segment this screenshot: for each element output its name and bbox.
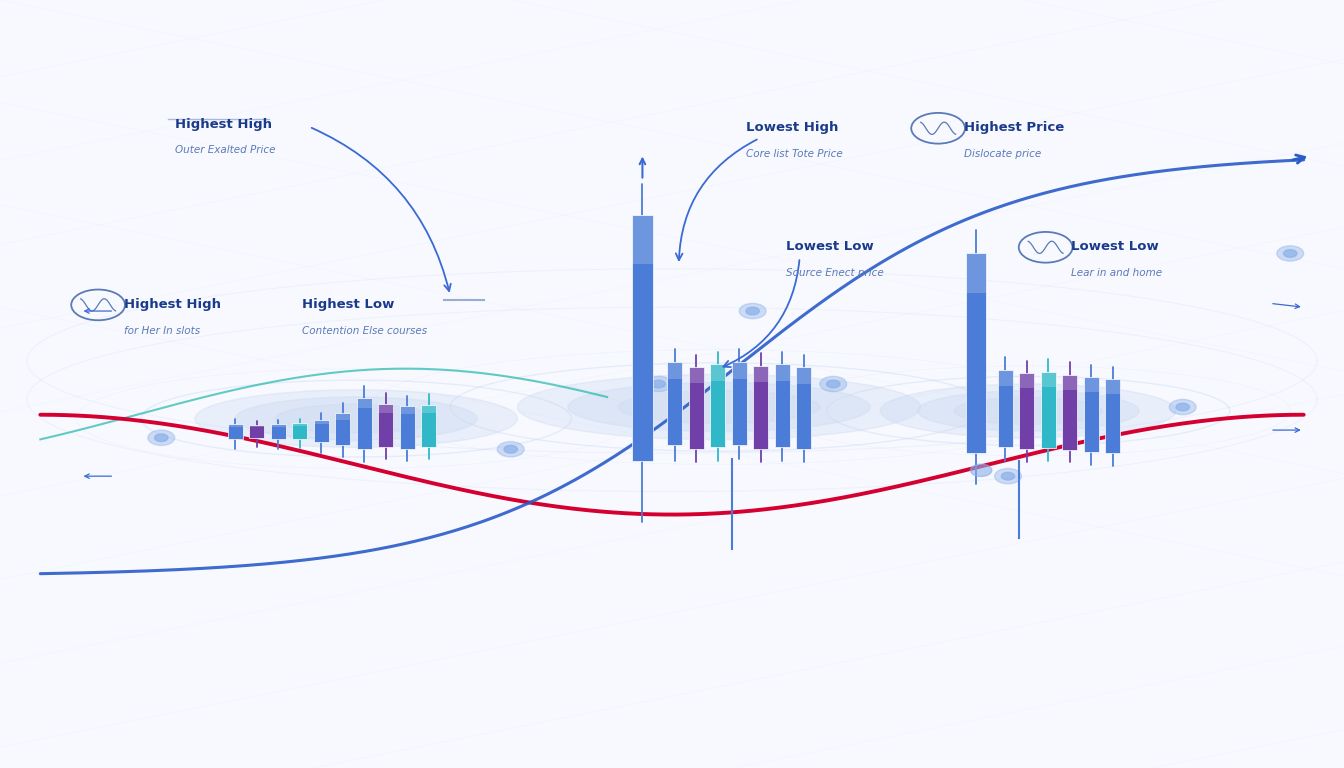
Bar [401, 406, 414, 449]
Bar [250, 425, 263, 438]
Bar [1085, 377, 1099, 392]
Bar [292, 423, 306, 426]
Ellipse shape [276, 404, 437, 433]
Bar [313, 420, 328, 425]
Bar [732, 362, 747, 445]
Text: Lowest Low: Lowest Low [1071, 240, 1159, 253]
Text: Highest Price: Highest Price [964, 121, 1064, 134]
Bar [1105, 379, 1121, 453]
Ellipse shape [235, 397, 477, 440]
Ellipse shape [569, 382, 871, 432]
Bar [997, 370, 1013, 386]
Bar [422, 405, 435, 447]
Bar [1042, 372, 1056, 387]
Bar [1085, 377, 1099, 452]
Ellipse shape [917, 391, 1140, 431]
Circle shape [1169, 399, 1196, 415]
Bar [774, 364, 790, 447]
Bar [379, 404, 392, 447]
Bar [1105, 379, 1121, 394]
Bar [689, 367, 704, 449]
Circle shape [148, 430, 175, 445]
Circle shape [645, 376, 672, 392]
Bar [711, 364, 726, 447]
Bar [1042, 372, 1056, 448]
Text: Source Enect price: Source Enect price [786, 268, 884, 278]
Circle shape [652, 380, 665, 388]
Bar [379, 404, 392, 412]
Text: Core list Tote Price: Core list Tote Price [746, 149, 843, 159]
Ellipse shape [880, 384, 1176, 438]
Bar [753, 366, 769, 449]
Text: Dislocate price: Dislocate price [964, 149, 1040, 159]
Text: Highest High: Highest High [175, 118, 271, 131]
Bar [632, 215, 652, 264]
Bar [1062, 375, 1078, 450]
Bar [667, 362, 681, 379]
Circle shape [1001, 472, 1015, 480]
Bar [796, 367, 812, 449]
Text: Lear in and home: Lear in and home [1071, 268, 1163, 278]
Bar [997, 370, 1013, 447]
Circle shape [820, 376, 847, 392]
Text: Highest High: Highest High [124, 298, 220, 311]
Circle shape [995, 468, 1021, 484]
Bar [632, 215, 652, 461]
Bar [796, 367, 812, 383]
Text: Lowest High: Lowest High [746, 121, 839, 134]
Circle shape [739, 303, 766, 319]
Bar [270, 424, 285, 427]
Bar [335, 413, 349, 419]
Bar [689, 367, 704, 383]
Circle shape [1284, 250, 1297, 257]
Bar [292, 423, 306, 439]
Bar [335, 413, 349, 445]
Text: for Her In slots: for Her In slots [124, 326, 200, 336]
Circle shape [970, 464, 992, 476]
Bar [1020, 373, 1035, 389]
Ellipse shape [517, 375, 921, 439]
Text: Contention Else courses: Contention Else courses [302, 326, 427, 336]
Bar [227, 424, 242, 439]
Bar [313, 420, 328, 442]
Circle shape [504, 445, 517, 453]
Bar [422, 405, 435, 413]
Circle shape [1277, 246, 1304, 261]
Bar [356, 398, 371, 408]
Bar [227, 424, 242, 427]
Bar [732, 362, 747, 379]
Ellipse shape [618, 391, 820, 423]
Ellipse shape [195, 390, 517, 447]
Bar [270, 424, 285, 439]
Bar [250, 425, 263, 427]
Bar [965, 253, 985, 293]
Bar [774, 364, 790, 381]
Circle shape [746, 307, 759, 315]
Circle shape [155, 434, 168, 442]
Text: Highest Low: Highest Low [302, 298, 395, 311]
Bar [356, 398, 371, 449]
Bar [667, 362, 681, 445]
Text: Lowest Low: Lowest Low [786, 240, 874, 253]
Ellipse shape [954, 398, 1102, 424]
Bar [753, 366, 769, 382]
Bar [1020, 373, 1035, 449]
Bar [711, 364, 726, 381]
Bar [401, 406, 414, 414]
Bar [965, 253, 985, 453]
Circle shape [497, 442, 524, 457]
Circle shape [827, 380, 840, 388]
Circle shape [1176, 403, 1189, 411]
Text: Outer Exalted Price: Outer Exalted Price [175, 145, 276, 155]
Bar [1062, 375, 1078, 390]
